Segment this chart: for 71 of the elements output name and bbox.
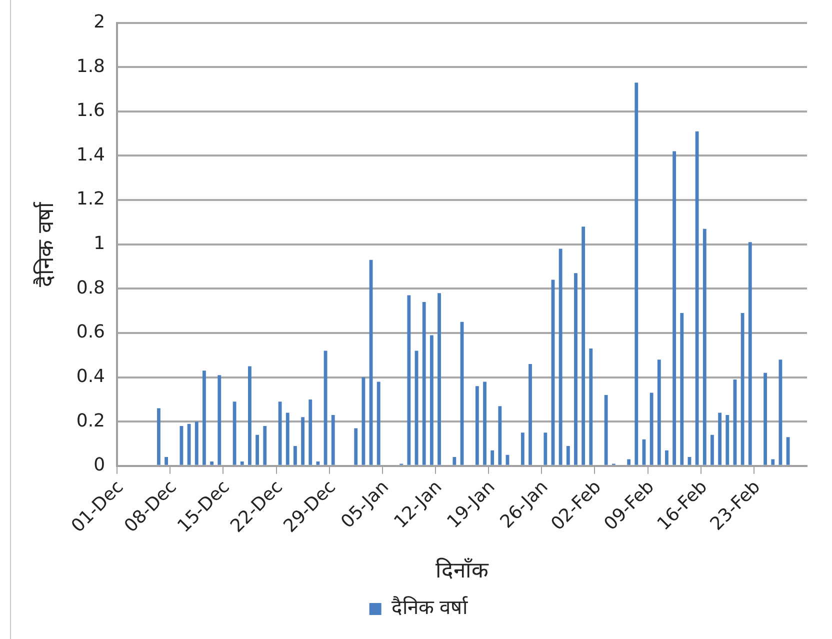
y-tick-label: 0.8	[76, 277, 106, 298]
bar	[331, 414, 335, 465]
bar	[498, 406, 502, 465]
bar	[566, 446, 570, 465]
bar	[695, 131, 699, 465]
bar	[718, 412, 722, 465]
bar	[301, 417, 304, 465]
bar	[157, 408, 160, 465]
y-tick-label: 0.6	[76, 322, 106, 343]
bar	[710, 434, 714, 465]
y-axis-title: दैनिक वर्षा	[32, 200, 59, 287]
bar	[164, 457, 168, 465]
bar	[452, 457, 456, 465]
bar	[218, 375, 222, 465]
bar	[263, 426, 267, 465]
y-tick-label: 0	[94, 454, 106, 476]
bar	[672, 151, 676, 465]
bar	[634, 82, 638, 465]
bar	[748, 242, 752, 465]
bar	[240, 461, 244, 465]
bar	[422, 302, 426, 465]
bar	[376, 382, 380, 465]
bar	[574, 273, 578, 465]
bar	[702, 228, 706, 465]
bar	[438, 293, 441, 465]
bar	[558, 248, 562, 465]
bar	[490, 450, 494, 465]
bar	[475, 386, 479, 465]
bar	[354, 428, 358, 465]
bar	[407, 295, 411, 465]
y-tick-label: 1.4	[76, 144, 106, 166]
bar	[248, 366, 252, 465]
bar	[202, 370, 206, 465]
y-tick-label: 2	[94, 11, 106, 32]
bar	[430, 335, 434, 465]
legend-label: दैनिक वर्षा	[391, 595, 469, 620]
x-axis-title: दिनाँक	[436, 558, 490, 584]
y-tick-label: 0.2	[76, 410, 106, 432]
bar	[544, 432, 548, 465]
bar	[210, 461, 214, 465]
bar	[294, 446, 297, 465]
y-tick-label: 1.8	[76, 56, 106, 77]
bar	[286, 412, 290, 465]
bar	[187, 424, 191, 465]
bar	[688, 457, 692, 465]
bar	[786, 437, 790, 465]
bar	[528, 364, 532, 465]
y-tick-label: 1	[94, 233, 106, 254]
bar	[726, 414, 730, 465]
bar	[483, 382, 486, 465]
y-tick-label: 0.4	[76, 366, 106, 387]
bar	[194, 422, 198, 465]
bar	[256, 434, 259, 465]
bar	[657, 360, 661, 465]
y-tick-label: 1.6	[76, 100, 106, 122]
bar	[582, 226, 586, 465]
bar	[520, 432, 524, 465]
bar	[740, 313, 744, 465]
bar	[308, 399, 312, 465]
bar	[316, 461, 320, 465]
bar	[627, 459, 631, 465]
bar	[362, 377, 366, 465]
y-tick-label: 1.2	[76, 188, 106, 210]
bar	[589, 348, 593, 465]
bar	[680, 313, 684, 465]
bar	[604, 395, 608, 465]
bar	[232, 402, 236, 465]
bar	[665, 450, 668, 465]
bar	[771, 459, 775, 465]
bar	[650, 392, 654, 465]
bar	[764, 372, 768, 465]
